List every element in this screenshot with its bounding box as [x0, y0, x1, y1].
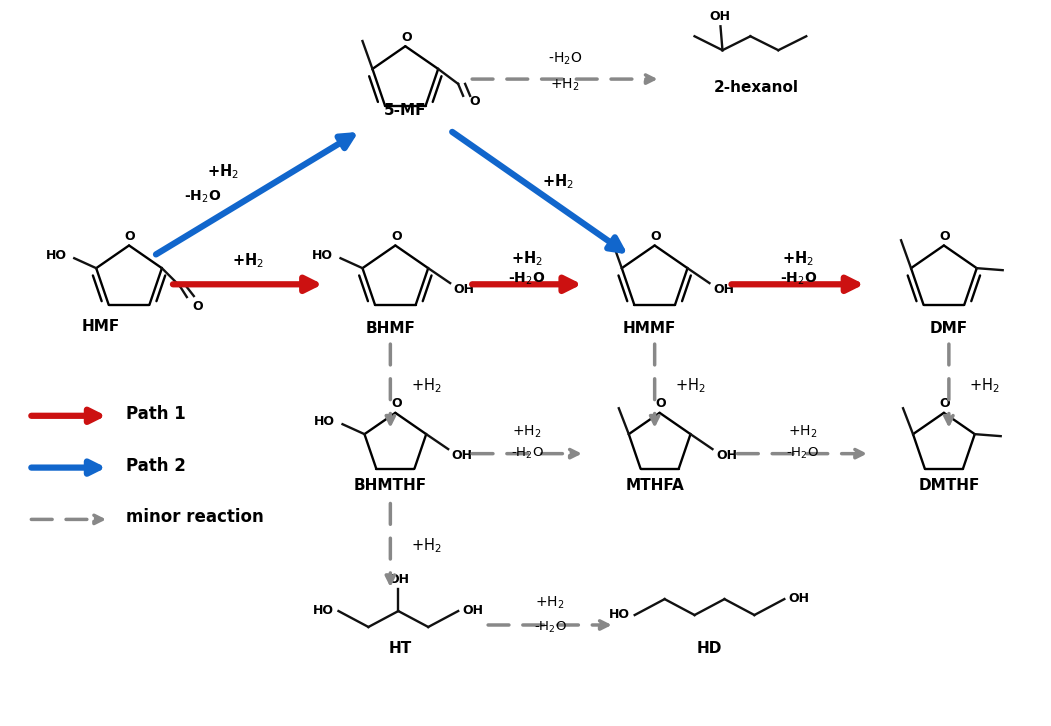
Text: OH: OH	[454, 282, 475, 295]
Text: +H$_2$: +H$_2$	[550, 77, 579, 93]
Text: O: O	[470, 95, 480, 108]
Text: O: O	[192, 300, 203, 312]
Text: 5-MF: 5-MF	[384, 104, 427, 118]
Text: -H$_2$O: -H$_2$O	[780, 270, 817, 287]
Text: -H$_2$O: -H$_2$O	[786, 446, 819, 461]
Text: O: O	[940, 397, 950, 410]
Text: HO: HO	[46, 249, 67, 261]
Text: Path 2: Path 2	[126, 457, 186, 475]
Text: HMF: HMF	[82, 319, 120, 334]
Text: HO: HO	[610, 608, 631, 621]
Text: OH: OH	[713, 282, 734, 295]
Text: HO: HO	[314, 415, 335, 428]
Text: O: O	[940, 230, 950, 243]
Text: -H$_2$O: -H$_2$O	[509, 270, 545, 287]
Text: O: O	[125, 230, 136, 243]
Text: -H$_2$O: -H$_2$O	[511, 446, 543, 461]
Text: O: O	[656, 397, 666, 410]
Text: BHMF: BHMF	[366, 321, 415, 335]
Text: +H$_2$: +H$_2$	[411, 377, 441, 395]
Text: DMF: DMF	[930, 321, 968, 335]
Text: -H$_2$O: -H$_2$O	[534, 619, 566, 635]
Text: +H$_2$: +H$_2$	[231, 251, 264, 270]
Text: HT: HT	[389, 641, 412, 656]
Text: -H$_2$O: -H$_2$O	[548, 51, 582, 68]
Text: +H$_2$: +H$_2$	[512, 423, 541, 440]
Text: O: O	[391, 397, 401, 410]
Text: HD: HD	[697, 641, 722, 656]
Text: OH: OH	[389, 573, 410, 586]
Text: +H$_2$: +H$_2$	[542, 172, 574, 191]
Text: Path 1: Path 1	[126, 405, 186, 423]
Text: +H$_2$: +H$_2$	[411, 536, 441, 555]
Text: BHMTHF: BHMTHF	[354, 478, 427, 493]
Text: OH: OH	[716, 449, 737, 462]
Text: -H$_2$O: -H$_2$O	[184, 189, 222, 205]
Text: +H$_2$: +H$_2$	[535, 595, 564, 611]
Text: OH: OH	[709, 10, 730, 23]
Text: DMTHF: DMTHF	[919, 478, 980, 493]
Text: OH: OH	[462, 603, 483, 616]
Text: 2-hexanol: 2-hexanol	[714, 80, 799, 94]
Text: +H$_2$: +H$_2$	[207, 163, 239, 181]
Text: +H$_2$: +H$_2$	[969, 377, 1001, 395]
Text: HO: HO	[313, 603, 334, 616]
Text: +H$_2$: +H$_2$	[787, 423, 817, 440]
Text: HMMF: HMMF	[623, 321, 677, 335]
Text: minor reaction: minor reaction	[126, 508, 264, 526]
Text: +H$_2$: +H$_2$	[675, 377, 706, 395]
Text: MTHFA: MTHFA	[625, 478, 684, 493]
Text: HO: HO	[312, 249, 333, 261]
Text: O: O	[651, 230, 661, 243]
Text: O: O	[391, 230, 401, 243]
Text: OH: OH	[452, 449, 473, 462]
Text: OH: OH	[788, 592, 809, 605]
Text: O: O	[401, 30, 412, 44]
Text: +H$_2$: +H$_2$	[782, 249, 815, 268]
Text: +H$_2$: +H$_2$	[511, 249, 543, 268]
